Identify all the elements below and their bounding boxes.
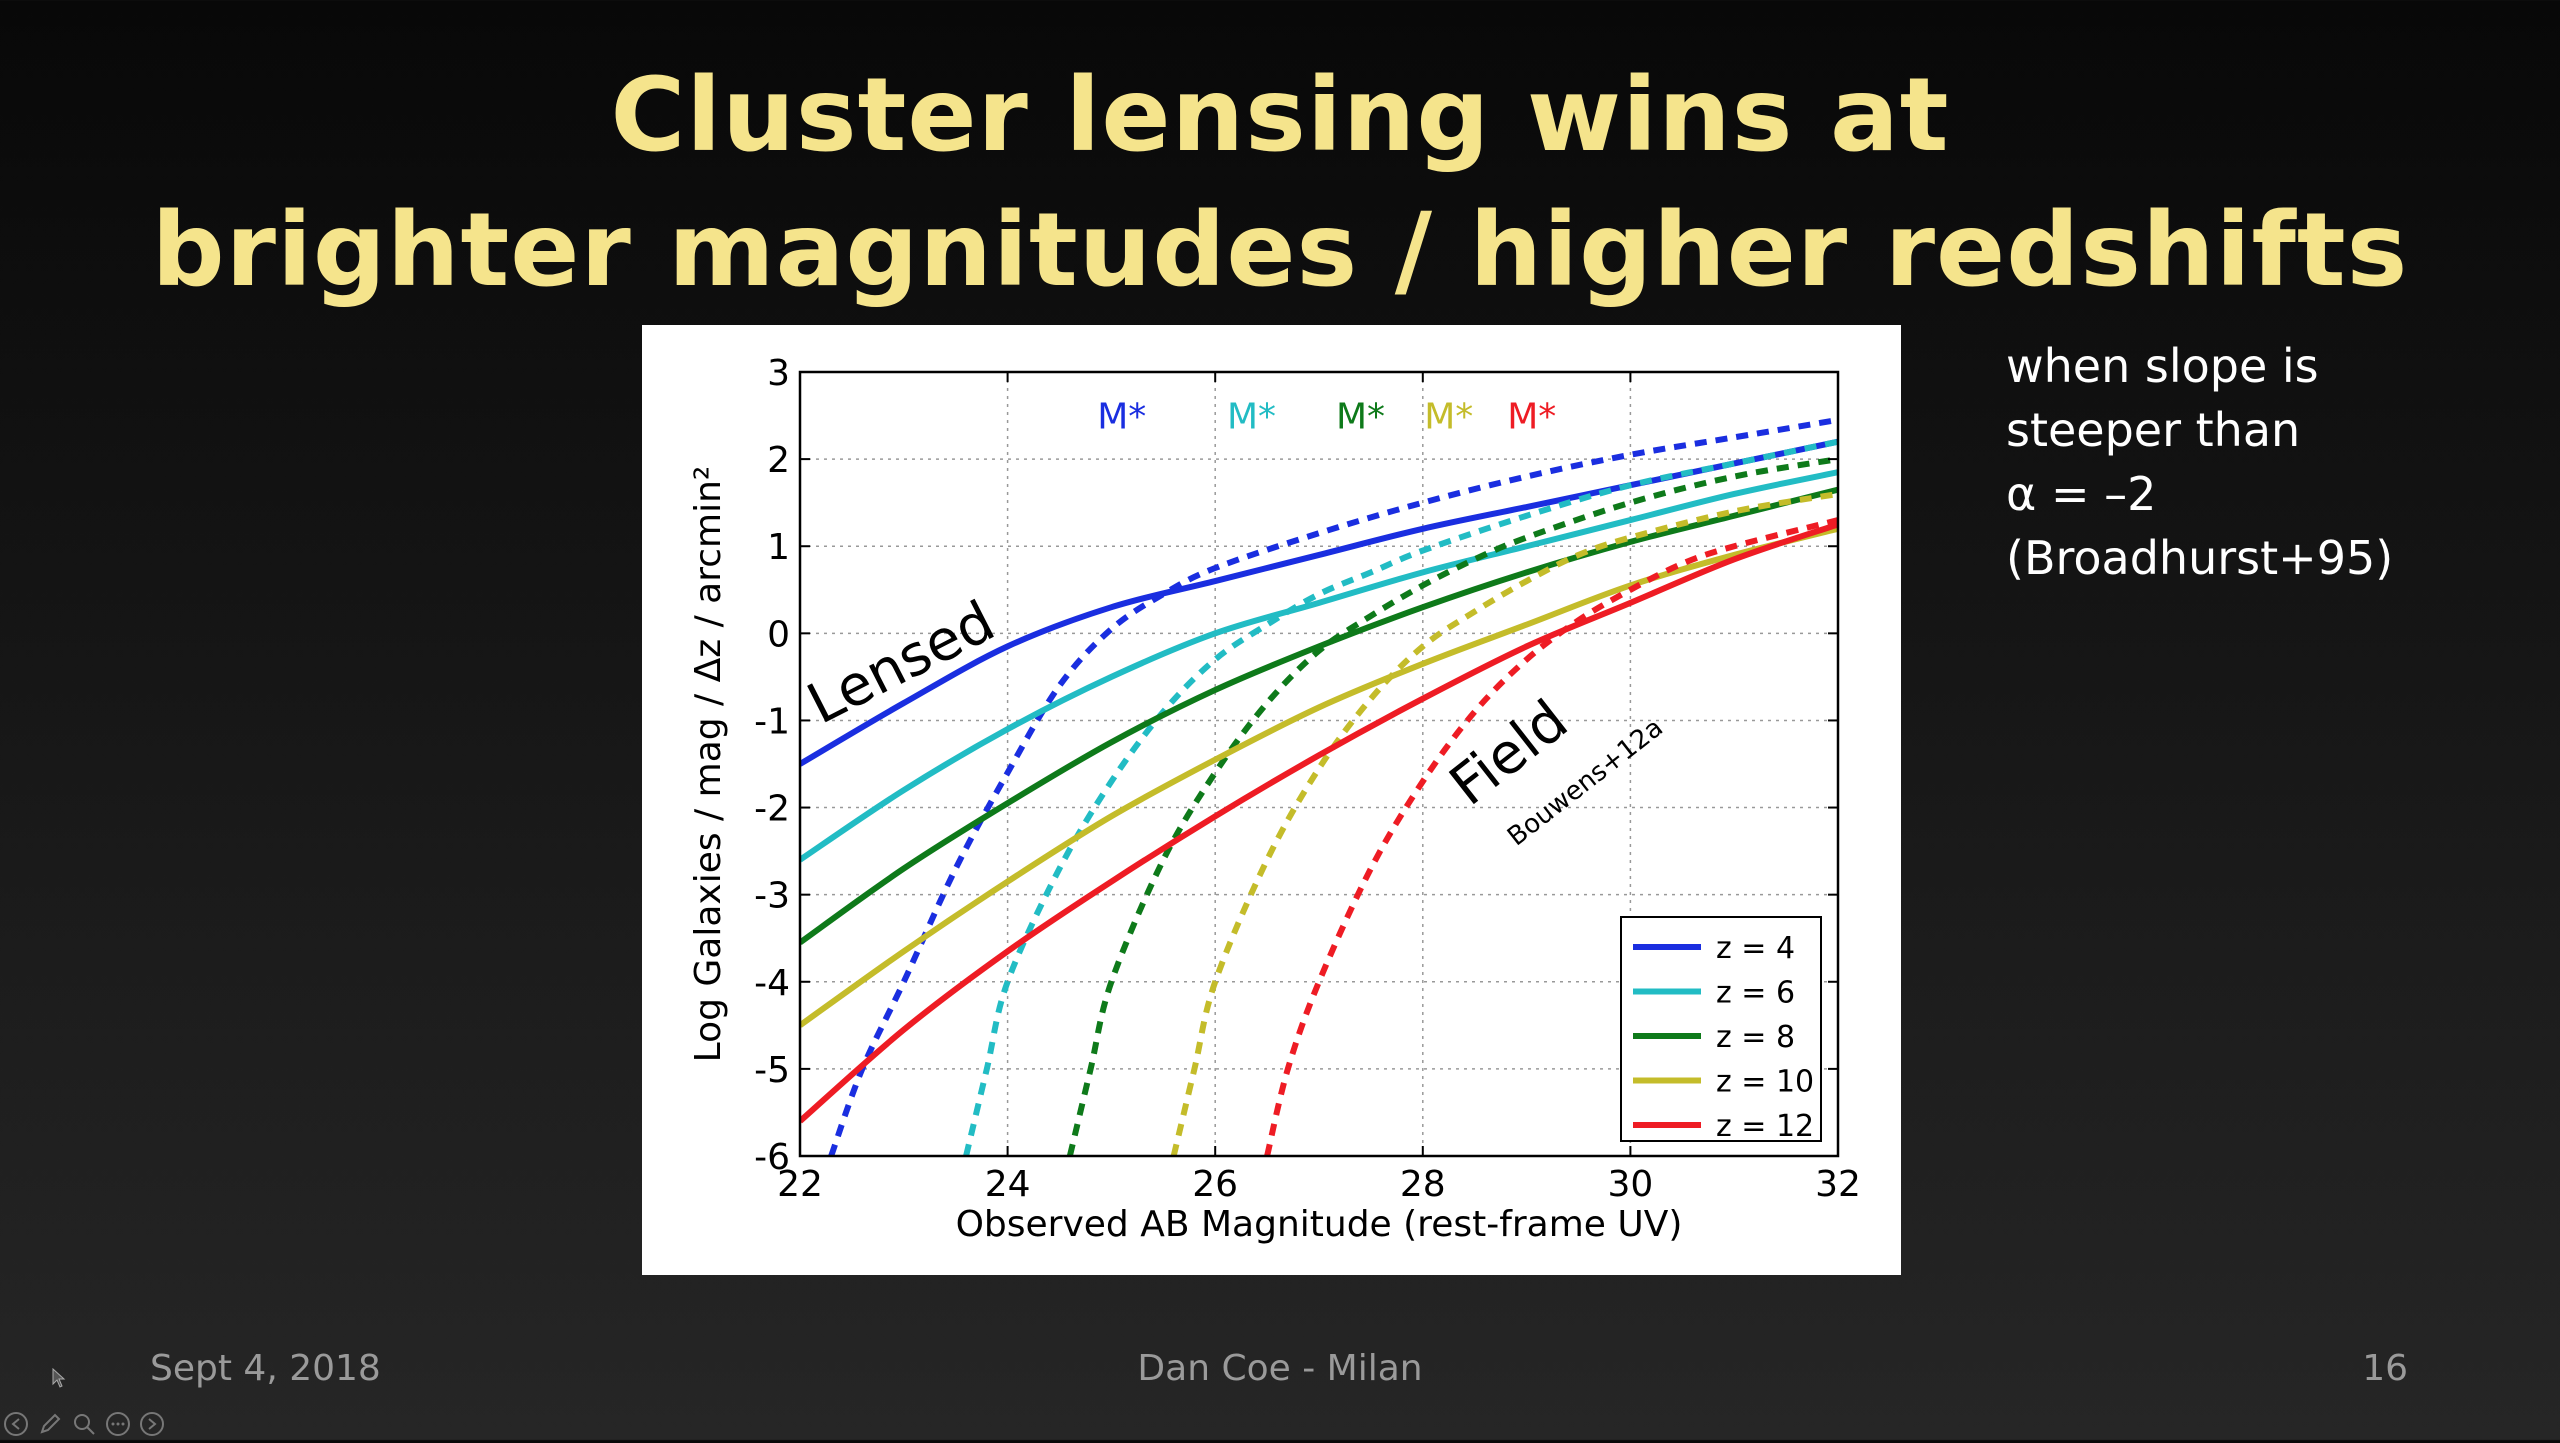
y-tick-label: 3 [767,353,790,394]
m-star-label: M* [1227,397,1276,438]
legend-label-3: z = 8 [1716,1020,1795,1055]
side-note-line: steeper than [2006,403,2301,457]
series-field-line-4 [1170,490,1838,1156]
legend-label-5: z = 12 [1716,1109,1814,1144]
y-tick-label: 0 [767,614,790,655]
series-field-line-2 [963,438,1838,1156]
pen-icon[interactable] [36,1410,64,1438]
y-tick-label: -2 [754,789,790,830]
series-field-line-1 [828,416,1838,1156]
side-note-line: when slope is [2006,339,2319,393]
m-star-label: M* [1336,397,1385,438]
slideshow-toolbar [2,1410,166,1438]
x-axis-label: Observed AB Magnitude (rest-frame UV) [956,1204,1683,1245]
more-icon[interactable] [104,1410,132,1438]
x-tick-label: 26 [1192,1164,1238,1205]
plot-frame [798,370,1840,1158]
previous-icon[interactable] [2,1410,30,1438]
legend-label-2: z = 6 [1716,976,1795,1011]
legend-box [1620,916,1822,1142]
x-tick-label: 30 [1607,1164,1653,1205]
y-tick-label: 2 [767,440,790,481]
y-tick-label: -4 [754,963,790,1004]
m-star-label: M* [1507,397,1556,438]
y-tick-label: -3 [754,876,790,917]
side-note: when slope is steeper than α = –2 (Broad… [2006,334,2393,590]
series-lensed-line-5 [800,521,1838,1124]
next-icon[interactable] [138,1410,166,1438]
chart-panel: 22 24 26 28 30 32 3 2 1 0 -1 -2 -3 -4 -5 -6 Observed AB … [642,325,1901,1275]
slide-title-line-2: brighter magnitudes / higher redshifts [151,191,2409,310]
y-axis-label: Log Galaxies / mag / Δz / arcmin² [688,466,729,1063]
x-tick-label: 32 [1815,1164,1861,1205]
x-tick-label: 24 [985,1164,1031,1205]
zoom-icon[interactable] [70,1410,98,1438]
y-tick-label: -6 [754,1137,790,1178]
m-star-label: M* [1097,397,1146,438]
y-tick-label: -5 [754,1050,790,1091]
series-lensed-line-2 [800,469,1838,863]
footer-presenter: Dan Coe - Milan [1137,1348,1423,1389]
x-tick-label: 28 [1400,1164,1446,1205]
side-note-line: α = –2 [2006,467,2157,521]
legend-label-1: z = 4 [1716,931,1795,966]
mouse-cursor-icon [52,1367,66,1393]
series-lensed-line-3 [800,486,1838,946]
x-tick-label: 22 [777,1164,823,1205]
y-tick-label: -1 [754,701,790,742]
side-note-line: (Broadhurst+95) [2006,531,2394,585]
legend-label-4: z = 10 [1716,1065,1814,1100]
slide-number: 16 [2362,1348,2408,1389]
series-field-line-5 [1264,517,1838,1156]
y-tick-label: 1 [767,527,790,568]
m-star-label: M* [1424,397,1473,438]
footer-date: Sept 4, 2018 [150,1348,381,1389]
slide-title-line-1: Cluster lensing wins at [610,56,1950,175]
